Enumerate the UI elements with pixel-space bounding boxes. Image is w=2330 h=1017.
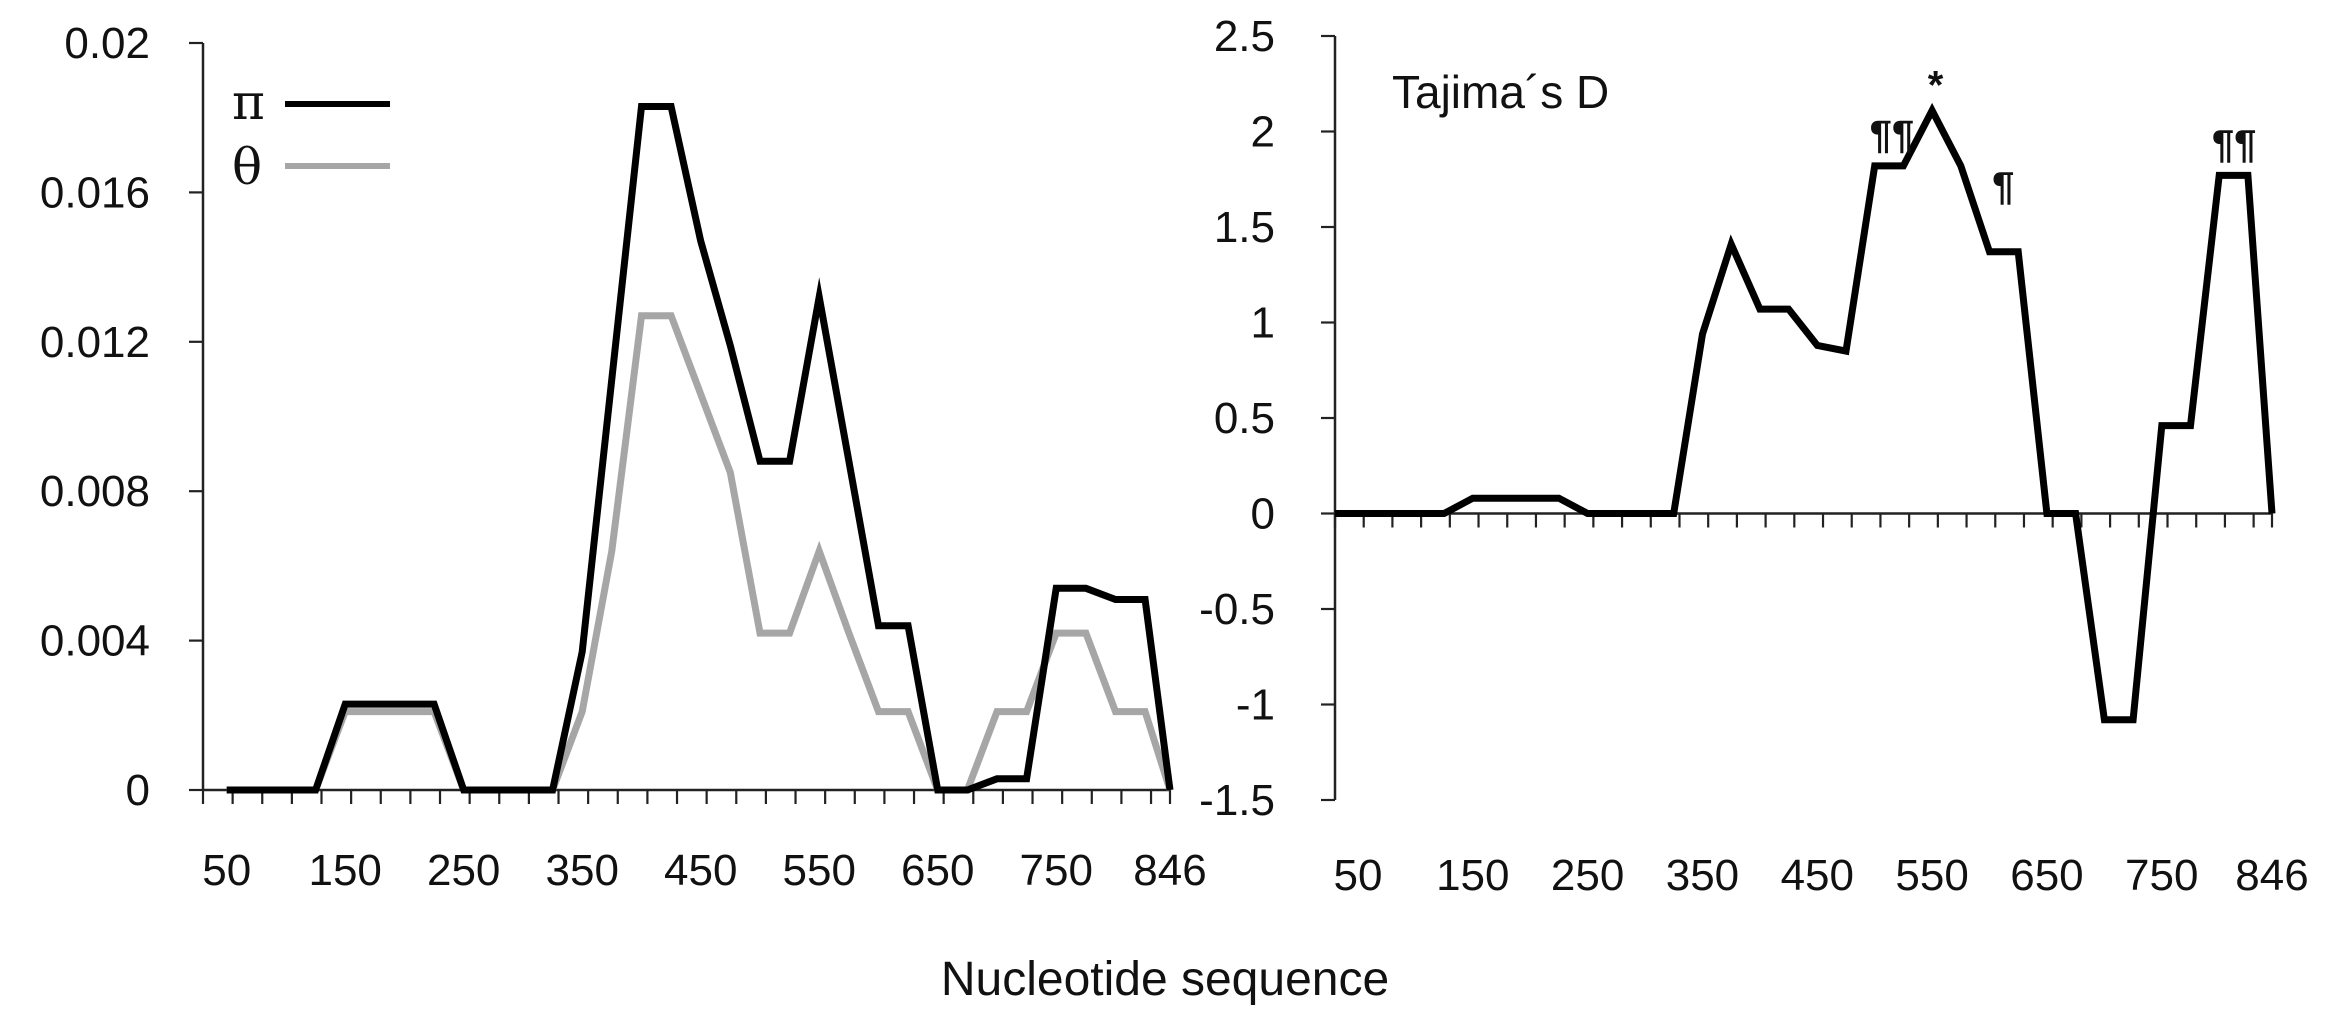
x-axis-label: Nucleotide sequence (941, 953, 1389, 1006)
tajima-d-y-tick-label: 0 (1251, 490, 1275, 539)
tajima-d-y-tick-label: 2.5 (1214, 12, 1275, 61)
pi-theta-x-tick-label: 250 (427, 846, 500, 895)
pi-theta-axes: 0 0.004 0.008 0.012 0.016 0.02 50 150 250 350 450 5… (40, 19, 1207, 895)
pi-theta-x-tick-label: 150 (308, 846, 381, 895)
tajima-d-y-tick-label: -1.5 (1199, 776, 1275, 825)
pi-theta-y-tick-label: 0.008 (40, 467, 150, 516)
pi-theta-x-tick-label: 550 (783, 846, 856, 895)
tajima-d-y-tick-label: 0.5 (1214, 394, 1275, 443)
pi-theta-legend: π θ (232, 73, 390, 196)
pi-theta-series-line-pi (226, 103, 1174, 794)
pi-theta-y-tick-label: 0.004 (40, 617, 150, 666)
pi-theta-x-tick-label: 50 (202, 846, 251, 895)
pi-theta-x-tick-label: 846 (1133, 846, 1206, 895)
tajima-d-series-line (1335, 102, 2276, 724)
pi-theta-series-line-theta (226, 312, 1174, 794)
pi-theta-x-tick-label: 350 (546, 846, 619, 895)
tajima-d-annotation: ¶ (1992, 164, 2014, 208)
tajima-d-y-tick-label: -1 (1236, 681, 1275, 730)
pi-theta-y-tick-label: 0.02 (64, 19, 150, 68)
tajima-d-y-tick-label: 1.5 (1214, 203, 1275, 252)
tajima-d-chart: -1.5 -1 -0.5 0 0.5 1 1.5 2 2.5 50 150 250 350 450 550 6… (1199, 12, 2309, 900)
tajima-d-annotations: ¶¶*¶¶¶ (1870, 63, 2257, 208)
tajima-d-x-tick-label: 150 (1436, 851, 1509, 900)
pi-theta-y-tick-label: 0.012 (40, 318, 150, 367)
tajima-d-x-tick-label: 750 (2125, 851, 2198, 900)
pi-theta-series (226, 103, 1174, 794)
tajima-d-x-tick-label: 550 (1895, 851, 1968, 900)
tajima-d-y-tick-label: 2 (1251, 108, 1275, 157)
tajima-d-x-tick-label: 450 (1781, 851, 1854, 900)
pi-theta-x-tick-label: 750 (1020, 846, 1093, 895)
pi-theta-x-tick-label: 450 (664, 846, 737, 895)
tajima-d-axes: -1.5 -1 -0.5 0 0.5 1 1.5 2 2.5 50 150 250 350 450 550 6… (1199, 12, 2309, 900)
legend-label-pi: π (232, 73, 265, 131)
tajima-d-annotation: ¶¶ (1870, 113, 1915, 157)
tajima-d-x-tick-label: 846 (2235, 851, 2308, 900)
tajima-d-title: Tajima´s D (1392, 66, 1609, 118)
pi-theta-y-tick-label: 0.016 (40, 168, 150, 217)
tajima-d-annotation: * (1928, 63, 1944, 107)
tajima-d-x-tick-label: 250 (1551, 851, 1624, 900)
pi-theta-chart: 0 0.004 0.008 0.012 0.016 0.02 50 150 250 350 450 5… (40, 19, 1207, 895)
tajima-d-x-tick-label: 50 (1333, 851, 1382, 900)
tajima-d-y-tick-label: -0.5 (1199, 585, 1275, 634)
tajima-d-x-tick-label: 650 (2010, 851, 2083, 900)
tajima-d-series (1335, 102, 2276, 724)
tajima-d-y-tick-label: 1 (1251, 299, 1275, 348)
pi-theta-x-tick-label: 650 (901, 846, 974, 895)
pi-theta-y-tick-label: 0 (126, 766, 150, 815)
tajima-d-x-tick-label: 350 (1666, 851, 1739, 900)
legend-label-theta: θ (232, 138, 262, 196)
tajima-d-annotation: ¶¶ (2212, 122, 2257, 166)
